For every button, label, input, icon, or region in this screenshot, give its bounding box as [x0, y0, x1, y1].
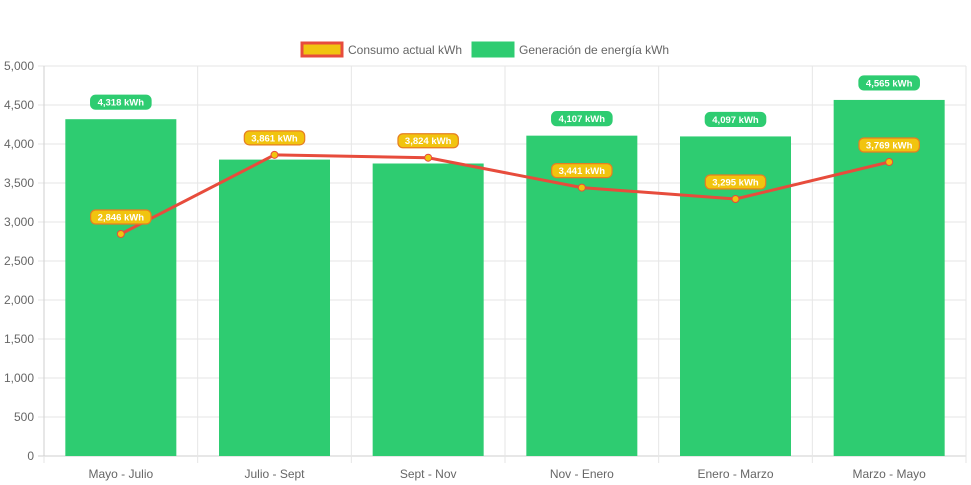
data-label: 4,565 kWh: [858, 75, 920, 91]
y-tick-label: 3,500: [4, 176, 34, 190]
data-label-bg: [90, 209, 152, 225]
point-consumo[interactable]: [731, 194, 740, 203]
data-label-bg: [858, 137, 920, 153]
data-label-bg: [397, 133, 459, 149]
data-label: 3,769 kWh: [858, 137, 920, 153]
data-label: 3,295 kWh: [704, 174, 767, 190]
grid-lines: [38, 65, 967, 463]
data-label-bg: [243, 130, 306, 146]
y-tick-label: 500: [14, 410, 34, 424]
bar-generacion[interactable]: [372, 163, 484, 457]
bar-generacion[interactable]: [65, 119, 177, 457]
bar-generacion[interactable]: [219, 159, 330, 456]
legend-label-consumo: Consumo actual kWh: [348, 43, 462, 57]
x-tick-label: Marzo - Mayo: [852, 467, 926, 481]
data-label: 2,846 kWh: [90, 209, 152, 225]
y-tick-label: 2,000: [4, 293, 34, 307]
data-label-text: 3,824 kWh: [405, 136, 452, 147]
legend-item-consumo[interactable]: Consumo actual kWh: [300, 41, 462, 58]
x-tick-label: Sept - Nov: [400, 467, 457, 481]
data-label: 4,107 kWh: [551, 111, 613, 127]
data-label-text: 2,846 kWh: [98, 213, 145, 224]
x-axis: Mayo - Julio Julio - Sept Sept - Nov Nov - …: [88, 467, 926, 481]
y-tick-label: 1,500: [4, 332, 34, 346]
data-label-text: 4,107 kWh: [559, 114, 606, 125]
data-label: 4,097 kWh: [704, 111, 767, 128]
legend-item-generacion[interactable]: Generación de energía kWh: [471, 41, 669, 58]
data-label-bg: [551, 163, 613, 179]
line-consumo: [120, 153, 890, 236]
legend-label-generacion: Generación de energía kWh: [519, 43, 669, 57]
point-consumo[interactable]: [885, 158, 894, 167]
data-label-text: 3,769 kWh: [866, 141, 913, 152]
y-tick-label: 2,500: [4, 254, 34, 268]
point-consumo[interactable]: [577, 183, 586, 192]
y-tick-label: 4,000: [4, 137, 34, 151]
data-label: 4,318 kWh: [90, 94, 152, 110]
data-labels: 4,318 kWh 4,107 kWh 4,097 kWh 4,565 kWh 2,84…: [90, 75, 920, 225]
data-label-bg: [90, 94, 152, 110]
point-consumo[interactable]: [116, 230, 125, 239]
y-axis: 0 500 1,000 1,500 2,000 2,500 3,000 3,500 4,000 4…: [4, 59, 45, 463]
y-tick-label: 0: [27, 449, 34, 463]
data-label-text: 3,295 kWh: [712, 177, 759, 188]
point-consumo[interactable]: [270, 150, 279, 159]
data-label: 3,861 kWh: [243, 130, 306, 146]
y-tick-label: 5,000: [4, 59, 34, 73]
x-tick-label: Julio - Sept: [244, 467, 305, 481]
data-label: 3,441 kWh: [551, 163, 613, 179]
y-tick-label: 1,000: [4, 371, 34, 385]
y-tick-label: 3,000: [4, 215, 34, 229]
data-label-bg: [858, 75, 920, 91]
data-label-bg: [551, 111, 613, 127]
point-consumo[interactable]: [424, 153, 433, 162]
x-tick-label: Enero - Marzo: [697, 467, 773, 481]
data-label: 3,824 kWh: [397, 133, 459, 149]
data-label-text: 4,097 kWh: [712, 115, 759, 126]
legend-swatch-consumo: [300, 41, 344, 58]
data-label-bg: [704, 174, 767, 190]
x-tick-label: Nov - Enero: [550, 467, 614, 481]
data-label-text: 4,318 kWh: [98, 98, 145, 109]
data-label-text: 4,565 kWh: [866, 78, 913, 89]
data-label-bg: [704, 111, 767, 128]
line-series-consumo: [116, 150, 894, 239]
bar-generacion[interactable]: [833, 99, 945, 457]
data-label-text: 3,861 kWh: [251, 133, 298, 144]
data-label-text: 3,441 kWh: [559, 166, 606, 177]
y-tick-label: 4,500: [4, 98, 34, 112]
legend: Consumo actual kWh Generación de energía…: [300, 41, 669, 58]
legend-swatch-generacion: [471, 41, 515, 58]
x-tick-label: Mayo - Julio: [88, 467, 153, 481]
